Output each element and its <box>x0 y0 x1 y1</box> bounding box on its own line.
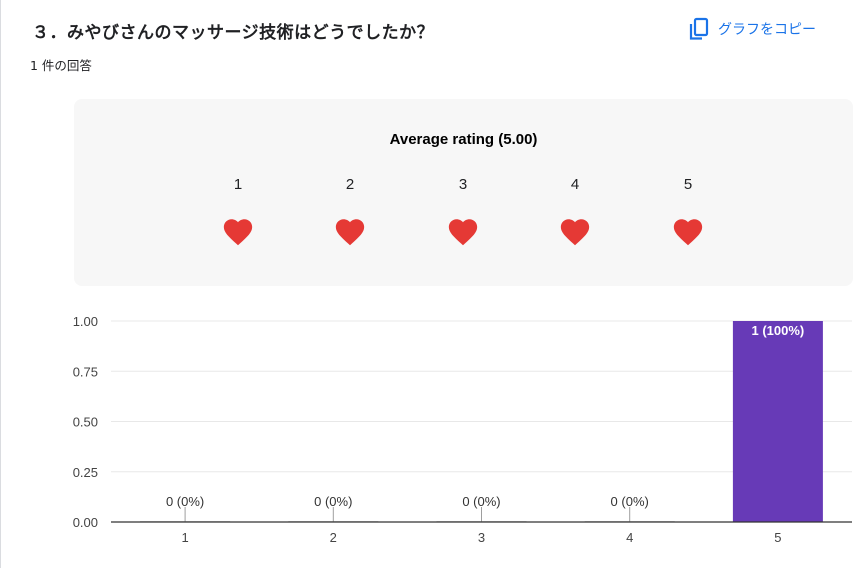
data-label: 0 (0%) <box>611 494 649 509</box>
data-label: 0 (0%) <box>314 494 352 509</box>
rating-level-label: 4 <box>570 176 580 193</box>
x-tick-label: 4 <box>626 530 633 545</box>
response-count: 1 件の回答 <box>30 58 92 73</box>
heart-icon <box>335 219 365 246</box>
rating-level-4: 4 <box>545 176 605 249</box>
bar <box>732 321 823 522</box>
data-label: 0 (0%) <box>166 494 204 509</box>
rating-level-3: 3 <box>433 176 493 249</box>
average-rating-title: Average rating (5.00) <box>389 131 538 148</box>
data-label: 0 (0%) <box>462 494 500 509</box>
question-title: ３．みやびさんのマッサージ技術はどうでしたか？ <box>32 23 435 43</box>
rating-level-label: 5 <box>683 176 693 193</box>
rating-level-label: 2 <box>345 176 355 193</box>
copy-chart-label: グラフをコピー <box>718 22 816 38</box>
y-tick-label: 0.75 <box>73 364 98 379</box>
heart-icon <box>448 219 478 246</box>
y-tick-label: 0.50 <box>73 415 98 430</box>
average-rating-panel: Average rating (5.00) 1 2 3 4 5 <box>74 99 853 286</box>
x-tick-label: 2 <box>330 530 337 545</box>
rating-level-1: 1 <box>208 176 268 249</box>
copy-chart-button[interactable]: グラフをコピー <box>688 16 816 42</box>
rating-level-2: 2 <box>320 176 380 249</box>
heart-icon <box>223 219 253 246</box>
y-tick-label: 0.00 <box>73 515 98 530</box>
heart-icon <box>673 219 703 246</box>
x-tick-label: 5 <box>774 530 781 545</box>
x-tick-label: 3 <box>478 530 485 545</box>
data-label: 1 (100%) <box>752 323 805 338</box>
y-tick-label: 1.00 <box>73 314 98 329</box>
x-tick-label: 1 <box>181 530 188 545</box>
heart-icon <box>560 219 590 246</box>
y-tick-label: 0.25 <box>73 465 98 480</box>
rating-level-label: 1 <box>233 176 243 193</box>
rating-level-5: 5 <box>658 176 718 249</box>
rating-level-label: 3 <box>458 176 468 193</box>
copy-icon <box>688 17 710 41</box>
